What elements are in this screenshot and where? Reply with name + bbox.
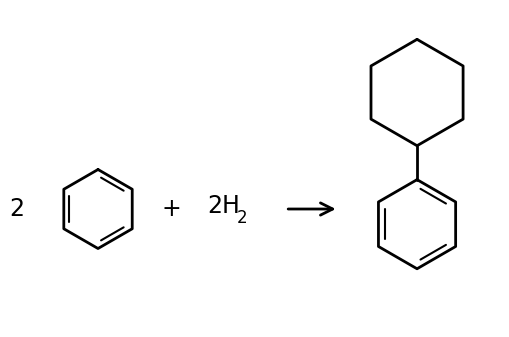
Text: +: +: [161, 197, 181, 221]
Text: 2: 2: [9, 197, 24, 221]
Text: 2: 2: [236, 209, 246, 226]
Text: 2H: 2H: [207, 194, 239, 218]
